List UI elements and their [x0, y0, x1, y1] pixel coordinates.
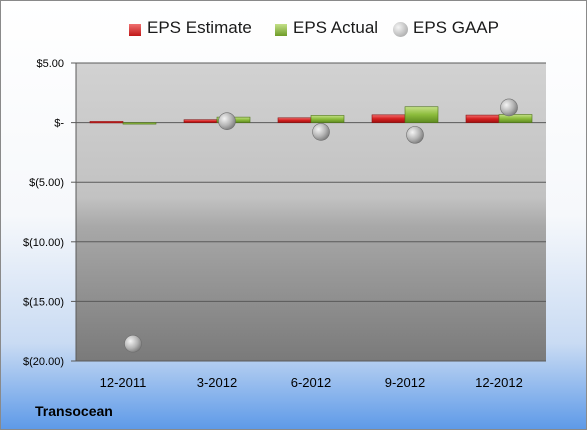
y-tick-label: $(15.00): [23, 296, 64, 308]
legend-label-gaap: EPS GAAP: [413, 18, 499, 37]
estimate-bar: [89, 121, 124, 124]
gaap-marker: [124, 334, 142, 353]
legend-label-actual: EPS Actual: [293, 18, 379, 37]
estimate-swatch-icon: [129, 24, 141, 36]
actual-bar: [404, 106, 439, 123]
gaap-marker: [406, 126, 424, 144]
actual-bar: [310, 115, 345, 123]
y-tick-label: $(10.00): [23, 237, 64, 249]
y-tick-label: $5.00: [36, 58, 64, 70]
plot-area: [76, 63, 546, 361]
x-tick-label: 12-2011: [100, 375, 147, 390]
x-tick-label: 9-2012: [385, 375, 425, 390]
gaap-marker-icon: [393, 22, 408, 37]
company-name: Transocean: [35, 403, 113, 419]
legend-label-estimate: EPS Estimate: [147, 18, 252, 37]
x-tick-label: 12-2012: [475, 375, 523, 390]
x-tick-label: 3-2012: [197, 375, 237, 390]
gaap-marker: [500, 98, 518, 117]
gaap-marker: [218, 112, 236, 130]
estimate-bar: [277, 117, 312, 123]
actual-bar: [498, 114, 533, 123]
y-tick-label: $-: [54, 118, 64, 130]
estimate-bar: [465, 114, 500, 123]
y-tick-label: $(20.00): [23, 356, 64, 368]
x-tick-label: 6-2012: [291, 375, 331, 390]
actual-bar: [122, 122, 157, 125]
gaap-marker: [312, 123, 330, 141]
estimate-bar: [183, 119, 218, 123]
actual-swatch-icon: [275, 24, 287, 36]
y-tick-label: $(5.00): [29, 177, 64, 189]
legend: EPS Estimate EPS Actual EPS GAAP: [1, 16, 586, 44]
estimate-bar: [371, 114, 406, 123]
